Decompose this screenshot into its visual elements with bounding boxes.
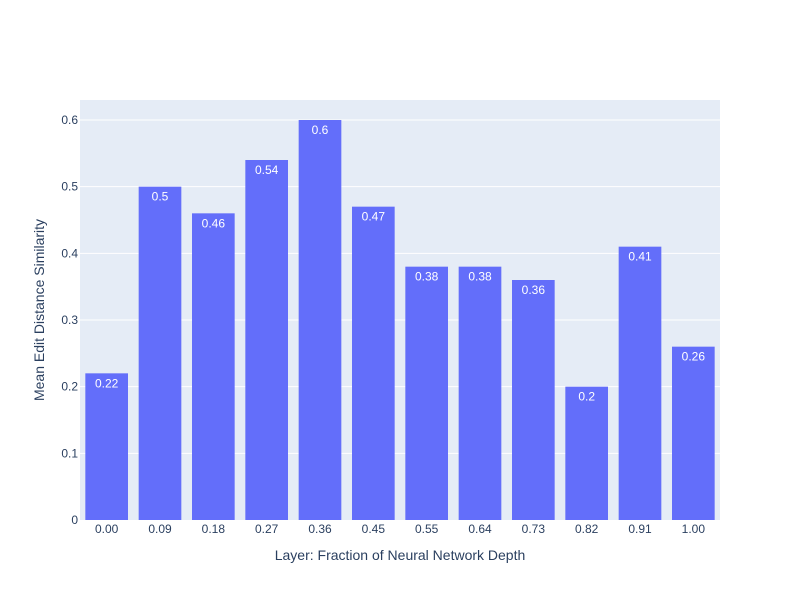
- y-axis-ticks: 0 0.1 0.2 0.3 0.4 0.5 0.6: [61, 113, 78, 527]
- x-tick-label: 0.09: [148, 522, 172, 536]
- x-tick-label: 0.64: [468, 522, 492, 536]
- bar-data-label: 0.47: [362, 210, 386, 224]
- bar: [618, 246, 662, 520]
- y-tick-label: 0.4: [61, 246, 78, 260]
- x-tick-label: 0.55: [415, 522, 439, 536]
- x-tick-label: 0.45: [362, 522, 386, 536]
- x-tick-label: 0.82: [575, 522, 599, 536]
- y-tick-label: 0.2: [61, 380, 78, 394]
- y-tick-label: 0: [71, 513, 78, 527]
- bar: [352, 206, 395, 520]
- bar-data-label: 0.36: [522, 283, 546, 297]
- x-tick-label: 0.00: [95, 522, 119, 536]
- x-tick-label: 1.00: [682, 522, 706, 536]
- x-tick-label: 0.73: [522, 522, 546, 536]
- bar: [85, 373, 128, 520]
- bar: [138, 186, 182, 520]
- bar-data-label: 0.38: [468, 270, 492, 284]
- x-tick-label: 0.91: [628, 522, 652, 536]
- y-tick-label: 0.3: [61, 313, 78, 327]
- data-labels: 0.22 0.5 0.46 0.54 0.6 0.47 0.38 0.38 0.36 0.2 0.4…: [95, 123, 705, 404]
- bar-data-label: 0.41: [628, 250, 652, 264]
- y-axis-title: Mean Edit Distance Similarity: [31, 219, 47, 401]
- bar: [245, 160, 288, 520]
- x-axis-title: Layer: Fraction of Neural Network Depth: [275, 547, 526, 563]
- x-tick-label: 0.36: [308, 522, 332, 536]
- x-tick-label: 0.18: [202, 522, 226, 536]
- bar-data-label: 0.54: [255, 163, 279, 177]
- y-tick-label: 0.5: [61, 180, 78, 194]
- bar-data-label: 0.46: [202, 216, 226, 230]
- y-tick-label: 0.6: [61, 113, 78, 127]
- bar-data-label: 0.2: [578, 390, 595, 404]
- bar-data-label: 0.5: [152, 190, 169, 204]
- bar-data-label: 0.38: [415, 270, 439, 284]
- bar: [192, 213, 235, 521]
- bar: [458, 266, 502, 520]
- bar: [565, 386, 608, 520]
- gridlines: [80, 119, 720, 454]
- bar-data-label: 0.26: [682, 350, 706, 364]
- y-tick-label: 0.1: [61, 446, 78, 460]
- x-tick-label: 0.27: [255, 522, 279, 536]
- bar: [405, 266, 448, 520]
- bar: [298, 120, 342, 520]
- bar-data-label: 0.6: [312, 123, 329, 137]
- x-axis-ticks: 0.00 0.09 0.18 0.27 0.36 0.45 0.55 0.64 0.73 0.82…: [95, 522, 705, 536]
- bar-data-label: 0.22: [95, 376, 119, 390]
- plot-background: [80, 100, 720, 520]
- bar: [512, 280, 555, 520]
- bar: [672, 346, 715, 520]
- bars: [85, 120, 715, 521]
